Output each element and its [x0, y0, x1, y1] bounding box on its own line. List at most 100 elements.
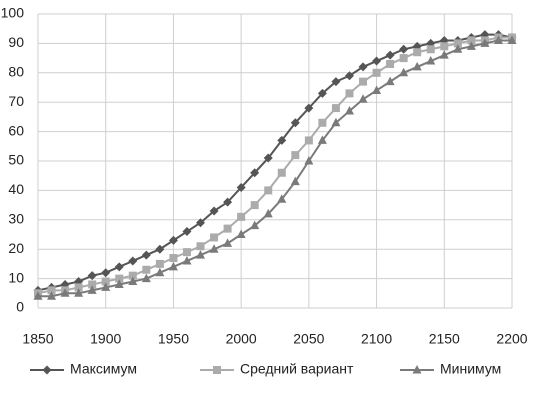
marker — [317, 135, 327, 144]
marker — [453, 39, 462, 48]
marker — [250, 168, 260, 178]
y-tick-label: 100 — [1, 5, 25, 21]
y-tick-label: 90 — [8, 34, 24, 50]
marker — [439, 50, 449, 59]
marker — [466, 41, 476, 50]
marker — [372, 68, 381, 77]
x-tick-label: 2200 — [496, 331, 527, 347]
marker — [141, 250, 151, 260]
marker — [155, 267, 165, 277]
marker — [291, 151, 300, 160]
marker — [88, 280, 97, 289]
marker — [210, 233, 219, 242]
marker — [358, 94, 368, 103]
x-tick-label: 1850 — [22, 331, 53, 347]
marker — [155, 259, 164, 268]
marker — [264, 186, 273, 195]
series-line — [38, 39, 512, 298]
marker — [114, 262, 124, 272]
marker — [440, 42, 449, 51]
y-tick-label: 0 — [16, 299, 24, 315]
marker — [426, 56, 436, 65]
marker — [480, 38, 490, 47]
marker — [345, 89, 354, 98]
marker — [196, 242, 205, 251]
marker — [209, 244, 219, 253]
marker — [453, 44, 463, 53]
y-tick-label: 30 — [8, 211, 24, 227]
marker — [142, 265, 151, 274]
marker — [182, 227, 192, 237]
marker — [182, 255, 192, 265]
marker — [399, 44, 409, 54]
x-tick-label: 2050 — [293, 331, 324, 347]
marker — [223, 197, 233, 207]
marker — [223, 224, 232, 233]
marker — [60, 288, 70, 297]
marker — [182, 248, 191, 257]
legend-label: Минимум — [440, 361, 501, 377]
marker — [277, 168, 286, 177]
marker — [290, 176, 300, 186]
marker — [372, 56, 382, 66]
marker — [467, 36, 476, 45]
x-tick-label: 2000 — [226, 331, 257, 347]
marker — [196, 218, 206, 228]
legend-marker — [213, 366, 221, 374]
marker — [290, 118, 300, 128]
marker — [101, 268, 111, 278]
y-tick-label: 40 — [8, 181, 24, 197]
marker — [372, 85, 382, 94]
marker — [155, 244, 165, 254]
marker — [250, 201, 259, 210]
y-tick-label: 70 — [8, 93, 24, 109]
marker — [87, 271, 97, 281]
marker — [263, 153, 273, 163]
x-tick-label: 1900 — [90, 331, 121, 347]
y-tick-label: 10 — [8, 269, 24, 285]
marker — [399, 54, 408, 63]
marker — [426, 45, 435, 54]
marker — [141, 273, 151, 283]
legend-label: Средний вариант — [240, 361, 354, 377]
marker — [236, 229, 246, 238]
marker — [331, 104, 340, 113]
marker — [168, 261, 178, 271]
marker — [236, 182, 246, 192]
marker — [47, 286, 56, 295]
marker — [413, 48, 422, 57]
marker — [101, 277, 110, 286]
marker — [385, 50, 395, 60]
marker — [386, 59, 395, 68]
marker — [399, 67, 409, 77]
marker — [359, 77, 368, 86]
marker — [344, 106, 354, 115]
marker — [331, 77, 341, 87]
marker — [168, 235, 178, 245]
marker — [317, 88, 327, 98]
marker — [318, 118, 327, 127]
y-tick-label: 50 — [8, 152, 24, 168]
marker — [33, 291, 43, 300]
y-tick-label: 80 — [8, 64, 24, 80]
marker — [304, 156, 314, 165]
marker — [277, 135, 287, 145]
marker — [263, 208, 273, 218]
marker — [385, 76, 395, 86]
marker — [128, 271, 137, 280]
legend-label: Максимум — [70, 361, 137, 377]
marker — [277, 194, 287, 203]
marker — [196, 250, 206, 259]
marker — [74, 283, 83, 292]
marker — [169, 254, 178, 263]
marker — [237, 212, 246, 221]
marker — [412, 61, 422, 71]
x-tick-label: 2100 — [361, 331, 392, 347]
x-tick-label: 2150 — [429, 331, 460, 347]
marker — [250, 220, 260, 230]
y-tick-label: 20 — [8, 240, 24, 256]
marker — [304, 103, 314, 113]
x-tick-label: 1950 — [158, 331, 189, 347]
marker — [101, 282, 111, 291]
marker — [74, 288, 84, 297]
